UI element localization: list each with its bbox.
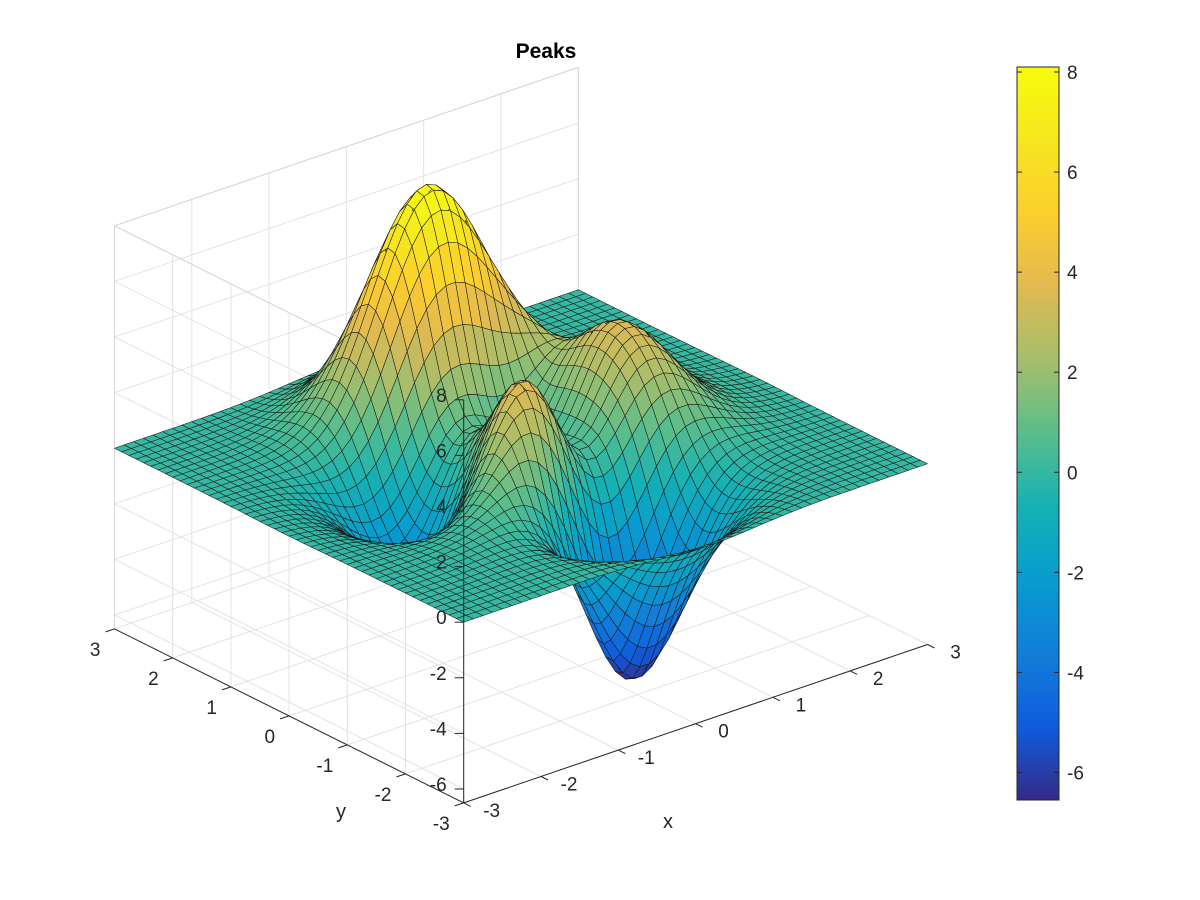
x-tick-mark xyxy=(463,802,471,807)
x-tick-mark xyxy=(849,670,858,675)
wall-gridline-z-left--4 xyxy=(114,558,464,734)
colorbar-tick-label: -4 xyxy=(1067,663,1084,684)
wall-gridline-z-left--6 xyxy=(114,614,464,790)
y-tick-mark xyxy=(454,802,464,807)
y-tick-label: -3 xyxy=(433,814,450,835)
chart-title: Peaks xyxy=(516,40,577,63)
y-tick-mark xyxy=(279,715,290,720)
colorbar-scale xyxy=(1016,66,1060,801)
colorbar-tick-label: 2 xyxy=(1067,363,1078,384)
x-tick-mark xyxy=(540,776,549,781)
z-tick-label: 0 xyxy=(436,608,447,629)
x-tick-mark xyxy=(772,696,781,702)
wall-gridline-z-back-6 xyxy=(114,122,579,282)
wall-gridline-z-back-2 xyxy=(114,233,579,394)
y-tick-mark xyxy=(338,744,348,749)
x-tick-label: -2 xyxy=(561,775,578,796)
x-tick-label: 2 xyxy=(873,669,884,690)
x-tick-label: 1 xyxy=(796,695,807,716)
y-tick-mark xyxy=(163,657,173,662)
wall-gridline-z-left--2 xyxy=(114,503,464,679)
x-tick-label: -1 xyxy=(638,748,655,769)
colorbar-tick-label: 0 xyxy=(1067,463,1078,484)
z-tick-label: -2 xyxy=(430,664,447,685)
y-tick-mark xyxy=(105,628,115,633)
z-tick-label: 2 xyxy=(436,553,447,574)
surface-plot xyxy=(114,184,928,680)
x-tick-mark xyxy=(618,749,626,755)
y-tick-mark xyxy=(396,773,406,778)
y-tick-mark xyxy=(221,686,232,691)
z-tick-label: 4 xyxy=(436,497,447,518)
y-tick-label: -1 xyxy=(316,756,333,777)
y-tick-label: -2 xyxy=(375,785,392,806)
x-tick-label: 0 xyxy=(718,722,729,743)
z-tick-label: -6 xyxy=(430,775,447,796)
colorbar-tick-label: 8 xyxy=(1067,63,1078,84)
z-tick-label: -4 xyxy=(430,719,447,740)
floor-gridline-y--1 xyxy=(347,586,812,746)
x-tick-mark xyxy=(695,723,703,728)
x-tick-label: -3 xyxy=(483,801,500,822)
z-tick-label: 8 xyxy=(436,386,447,407)
y-axis-label: y xyxy=(336,801,346,823)
x-tick-mark xyxy=(927,644,935,649)
axes: -3 -2 -1 0 1 2 3 -3 -2 -1 0 1 2 3 -6 -4 -2 0 2 4 6 8 xyxy=(90,386,961,835)
y-tick-label: 3 xyxy=(90,640,101,661)
surface-patch xyxy=(910,459,928,468)
colorbar-tick-label: -2 xyxy=(1067,563,1084,584)
wall-gridline-z-back-4 xyxy=(114,178,579,338)
colorbar-tick-label: 6 xyxy=(1067,163,1078,184)
colorbar: -6 -4 -2 0 2 4 6 8 xyxy=(1016,63,1084,801)
colorbar-tick-label: -6 xyxy=(1067,764,1084,785)
z-tick-label: 6 xyxy=(436,441,447,462)
y-tick-label: 1 xyxy=(206,698,217,719)
y-tick-label: 0 xyxy=(265,727,276,748)
floor-gridline-y--2 xyxy=(405,615,870,775)
y-tick-label: 2 xyxy=(148,669,159,690)
x-tick-label: 3 xyxy=(950,643,961,664)
box-edge-back-top xyxy=(114,66,579,227)
colorbar-tick-label: 4 xyxy=(1067,263,1078,284)
x-axis-label: x xyxy=(663,811,673,833)
